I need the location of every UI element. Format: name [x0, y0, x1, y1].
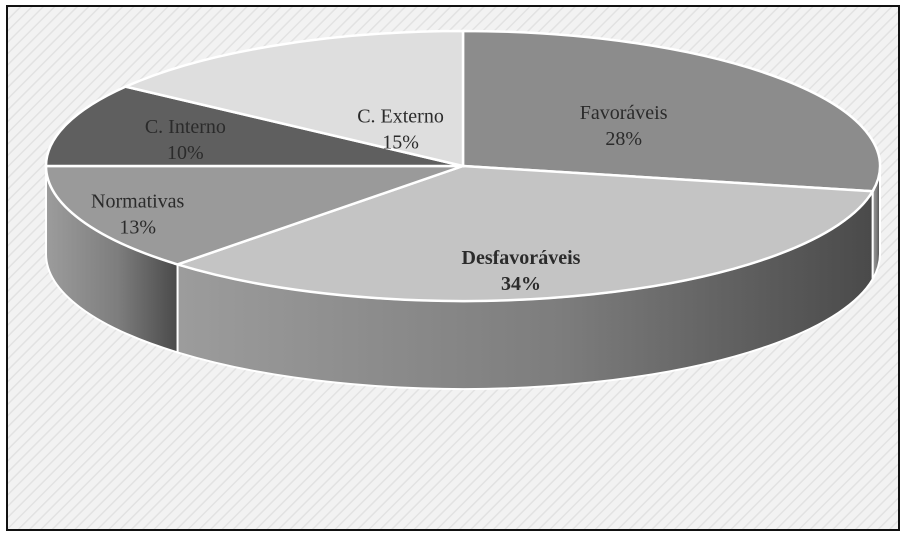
slice-c-externo	[121, 29, 465, 168]
slice-c-interno	[44, 85, 464, 168]
slice-label-normativas: Normativas	[91, 191, 185, 213]
slice-value-c-externo: 15%	[382, 131, 419, 153]
slice-label-favoraveis: Favoráveis	[580, 102, 668, 124]
pie-chart: Favoráveis 28% Desfavoráveis 34% Normativas 1…	[8, 7, 898, 529]
slice-normativas	[44, 164, 464, 266]
slice-value-normativas: 13%	[119, 217, 156, 239]
slice-value-desfavoraveis: 34%	[501, 273, 541, 295]
slice-value-c-interno: 10%	[167, 142, 204, 164]
slice-label-c-interno: C. Interno	[145, 116, 226, 138]
slice-desfavoraveis	[173, 164, 875, 303]
pie-tops	[44, 29, 882, 303]
pie-labels: Favoráveis 28% Desfavoráveis 34% Normativas 1…	[91, 102, 668, 295]
slice-label-desfavoraveis: Desfavoráveis	[462, 247, 581, 269]
slice-value-favoraveis: 28%	[605, 128, 642, 150]
slice-favoraveis	[461, 29, 882, 193]
slice-label-c-externo: C. Externo	[357, 105, 444, 127]
chart-frame: Favoráveis 28% Desfavoráveis 34% Normativas 1…	[6, 5, 900, 531]
